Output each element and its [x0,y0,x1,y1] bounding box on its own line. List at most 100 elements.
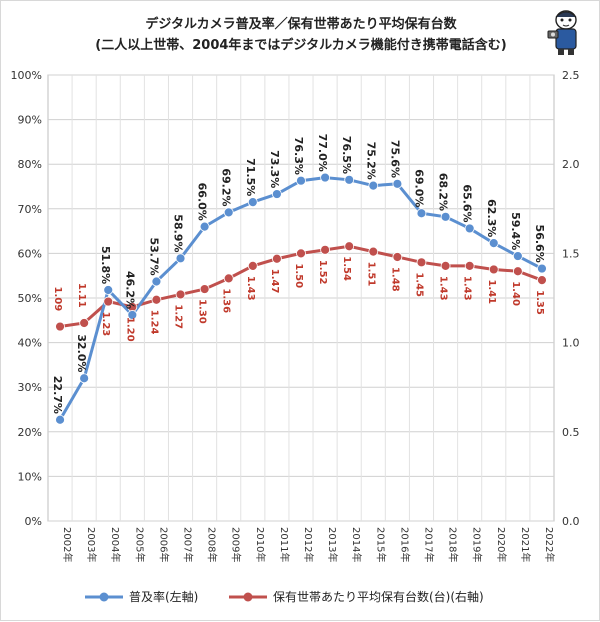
average-count-data-label: 1.30 [197,299,208,324]
x-tick-label: 2022年 [543,527,556,562]
penetration-rate-point [151,276,162,287]
penetration-rate-point [247,197,258,208]
penetration-rate-point [440,211,451,222]
penetration-rate-data-label: 56.6% [533,225,546,263]
penetration-rate-data-label: 46.2% [123,271,136,309]
penetration-rate-data-label: 32.0% [75,334,88,372]
penetration-rate-data-label: 68.2% [437,173,450,211]
average-count-data-label: 1.23 [100,312,111,337]
penetration-rate-data-label: 51.8% [99,246,112,284]
penetration-rate-data-label: 53.7% [147,237,160,275]
average-count-data-label: 1.51 [365,262,376,287]
y-right-tick-label: 1.0 [562,337,580,350]
chart-subtitle: (二人以上世帯、2004年まではデジタルカメラ機能付き携帯電話含む) [95,38,507,53]
x-tick-label: 2017年 [422,527,435,562]
average-count-point [440,260,451,271]
average-count-point [103,296,114,307]
x-tick-label: 2008年 [206,527,219,562]
average-count-point [416,257,427,268]
average-count-point [320,244,330,255]
chart-title: デジタルカメラ普及率／保有世帯あたり平均保有台数 [145,17,457,32]
penetration-rate-point [488,238,499,249]
average-count-point [175,289,186,300]
penetration-rate-point [127,310,138,320]
y-left-tick-label: 10% [18,470,42,483]
average-count-point [296,248,306,259]
penetration-rate-point [103,285,114,295]
x-tick-label: 2015年 [374,527,387,562]
average-count-data-label: 1.27 [173,304,184,329]
y-right-tick-label: 2.5 [562,69,580,82]
y-right-tick-label: 0.5 [562,426,580,439]
x-tick-label: 2012年 [302,527,315,562]
x-tick-label: 2013年 [326,527,339,562]
average-count-data-label: 1.43 [462,276,473,301]
penetration-rate-data-label: 73.3% [268,150,281,188]
y-left-tick-label: 0% [25,515,42,528]
average-count-point [392,252,403,262]
penetration-rate-data-label: 66.0% [196,183,209,221]
average-count-data-label: 1.20 [124,317,135,342]
y-right-tick-label: 2.0 [562,158,580,171]
average-count-data-label: 1.09 [52,287,63,312]
average-count-point [223,273,234,284]
average-count-data-label: 1.11 [76,283,87,308]
x-tick-label: 2016年 [398,527,411,562]
average-count-point [79,318,90,328]
y-left-tick-label: 90% [18,114,42,127]
average-count-data-label: 1.24 [148,310,159,335]
average-count-data-label: 1.45 [413,272,424,297]
y-right-tick-label: 0.0 [562,515,580,528]
penetration-rate-data-label: 69.0% [412,169,425,207]
penetration-rate-data-label: 22.7% [51,376,64,414]
mascot-illustration [547,10,577,55]
average-count-data-label: 1.43 [438,276,449,301]
average-count-data-label: 1.54 [341,256,352,281]
penetration-rate-data-label: 69.2% [220,168,233,206]
average-count-data-label: 1.35 [534,290,545,315]
penetration-rate-data-label: 62.3% [485,199,498,237]
penetration-rate-point [537,263,547,274]
average-count-data-label: 1.50 [293,263,304,288]
penetration-rate-point [199,221,210,232]
y-right-tick-label: 1.5 [562,247,580,260]
penetration-rate-data-label: 76.3% [292,137,305,175]
x-tick-label: 2003年 [85,527,98,562]
penetration-rate-point [464,223,475,234]
y-left-tick-label: 60% [18,247,42,260]
x-tick-label: 2019年 [471,527,484,562]
penetration-rate-data-label: 71.5% [244,158,257,196]
average-count-data-label: 1.48 [389,267,400,292]
average-count-data-label: 1.41 [486,279,497,304]
penetration-rate-data-label: 75.6% [388,140,401,178]
legend-label-average-count: 保有世帯あたり平均保有台数(台)(右軸) [273,589,484,604]
penetration-rate-point [320,172,330,183]
average-count-point [247,260,258,271]
average-count-point [55,321,65,332]
x-tick-label: 2004年 [109,527,122,562]
penetration-rate-data-label: 65.6% [461,184,474,222]
penetration-rate-point [296,175,306,186]
y-left-tick-label: 40% [18,337,42,350]
legend-marker-average-count [243,592,253,602]
x-tick-label: 2018年 [447,527,460,562]
average-count-point [344,241,355,252]
penetration-rate-point [55,414,65,425]
penetration-rate-data-label: 59.4% [509,212,522,250]
average-count-point [151,294,162,305]
penetration-rate-point [223,207,234,218]
average-count-data-label: 1.52 [317,260,328,285]
y-left-tick-label: 70% [18,203,42,216]
x-tick-label: 2021年 [519,527,532,562]
average-count-data-label: 1.36 [221,288,232,313]
legend-label-penetration-rate: 普及率(左軸) [129,589,198,604]
x-tick-label: 2010年 [254,527,267,562]
x-tick-label: 2020年 [495,527,508,562]
penetration-rate-data-label: 58.9% [172,214,185,252]
average-count-point [537,275,547,286]
penetration-rate-point [512,251,523,261]
average-count-point [464,260,475,271]
y-left-tick-label: 100% [11,69,42,82]
